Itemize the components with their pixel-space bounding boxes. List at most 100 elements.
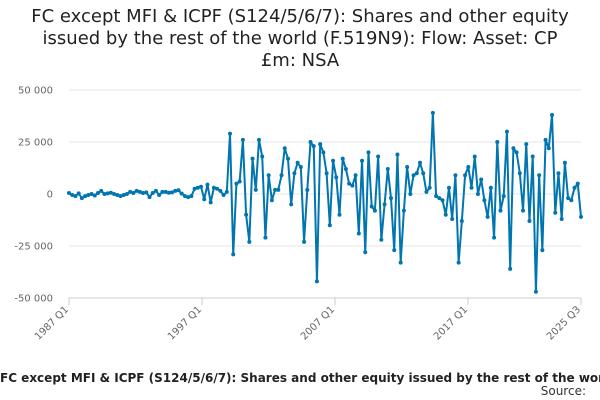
y-tick-label: 25 000 (18, 138, 53, 149)
data-point (382, 202, 387, 207)
data-point (340, 156, 345, 161)
x-tick-label: 2025 Q3 (545, 304, 583, 342)
data-point (527, 219, 532, 224)
data-point (437, 196, 442, 201)
data-point (385, 167, 390, 172)
data-point (559, 216, 564, 221)
data-point (318, 142, 323, 147)
data-point (157, 193, 162, 198)
chart-title-line-2: issued by the rest of the world (F.519N9… (42, 28, 558, 49)
data-point (295, 160, 300, 165)
data-point (202, 197, 207, 202)
x-tick-label: 1997 Q1 (166, 304, 204, 342)
data-point (392, 248, 397, 253)
data-point (221, 193, 226, 198)
x-tick-label: 2007 Q1 (299, 304, 337, 342)
data-point (488, 185, 493, 190)
data-point (189, 194, 194, 199)
data-point (482, 198, 487, 203)
data-point (495, 140, 500, 144)
data-point (176, 188, 181, 193)
data-point (453, 173, 458, 178)
data-point (347, 181, 352, 186)
data-point (475, 192, 480, 196)
data-point (218, 188, 223, 193)
data-point (99, 188, 104, 193)
data-point (195, 185, 200, 190)
data-point (150, 190, 155, 195)
data-point (276, 187, 281, 192)
data-point (511, 146, 516, 151)
data-point (67, 190, 71, 195)
y-tick-label: -25 000 (14, 242, 53, 253)
data-point (459, 219, 464, 224)
data-point (89, 192, 94, 196)
data-point (266, 173, 271, 178)
data-point (517, 171, 522, 176)
data-point (579, 214, 583, 219)
data-point (366, 150, 371, 155)
data-point (289, 202, 294, 207)
data-point (360, 158, 365, 163)
data-point (446, 185, 451, 190)
data-point (311, 144, 316, 149)
data-point (73, 194, 78, 199)
data-point (163, 189, 168, 194)
data-point (292, 171, 297, 176)
data-point (250, 156, 255, 161)
data-point (546, 146, 551, 151)
source-label: Source: (540, 384, 586, 398)
data-point (260, 154, 265, 159)
data-point (469, 185, 474, 190)
data-point (401, 208, 406, 213)
data-point (389, 196, 394, 201)
data-point (124, 192, 129, 196)
data-point (244, 212, 249, 217)
data-point (279, 173, 284, 178)
data-point (417, 160, 422, 165)
data-point (95, 190, 100, 195)
data-point (575, 181, 580, 186)
data-point (211, 185, 216, 190)
data-point (334, 175, 339, 180)
data-point (131, 190, 136, 195)
data-point (414, 171, 419, 176)
data-point (498, 208, 503, 213)
data-point (228, 131, 233, 136)
data-point (543, 137, 548, 142)
data-point (331, 158, 336, 163)
data-point (153, 188, 158, 193)
legend-series-label: FC except MFI & ICPF (S124/5/6/7): Share… (0, 371, 600, 385)
data-point (343, 167, 348, 172)
data-point (105, 191, 110, 196)
data-point (76, 191, 81, 196)
data-point (247, 239, 252, 244)
data-point (501, 194, 506, 199)
data-point (443, 212, 448, 217)
data-point (141, 190, 146, 195)
data-point (553, 210, 558, 215)
data-point (569, 198, 574, 203)
data-point (421, 171, 426, 176)
x-tick-label: 2017 Q1 (432, 304, 470, 342)
data-point (215, 186, 220, 191)
data-point (327, 223, 332, 228)
data-point (199, 184, 204, 189)
data-point (205, 182, 210, 187)
y-tick-label: 50 000 (18, 86, 53, 97)
data-point (398, 260, 403, 265)
data-point (405, 164, 410, 169)
data-point (562, 160, 567, 165)
series-line (68, 111, 582, 293)
data-point (134, 188, 139, 193)
data-point (434, 194, 439, 199)
data-point (170, 190, 175, 195)
data-point (173, 188, 178, 193)
y-tick-label: 0 (47, 190, 53, 201)
data-point (395, 152, 400, 157)
data-point (179, 191, 184, 196)
data-point (450, 216, 455, 221)
data-point (240, 137, 245, 142)
